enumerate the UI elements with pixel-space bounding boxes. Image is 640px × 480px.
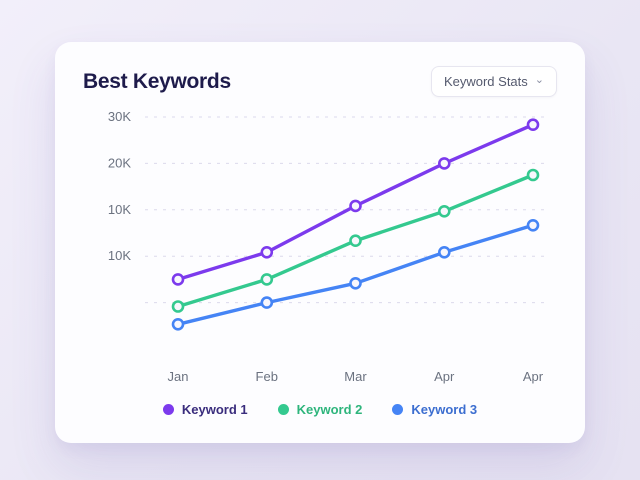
legend-dot-icon	[277, 404, 289, 415]
x-axis-tick-label: Jan	[168, 369, 189, 384]
y-axis-tick-label: 10K	[108, 248, 131, 263]
x-axis-tick-label: Feb	[256, 369, 278, 384]
y-axis-tick-label: 20K	[108, 155, 131, 170]
data-point-marker	[437, 157, 451, 170]
card-header: Best Keywords Keyword Stats ⌄	[83, 66, 557, 97]
data-point-marker	[349, 234, 362, 247]
legend-item: Keyword 2	[277, 402, 363, 417]
legend-item: Keyword 3	[392, 402, 477, 417]
data-point-marker	[526, 219, 540, 232]
x-axis-tick-label: Mar	[344, 369, 367, 384]
page-title: Best Keywords	[83, 69, 231, 93]
data-point-marker	[349, 199, 362, 213]
legend-label: Keyword 1	[181, 402, 248, 417]
data-point-marker	[437, 246, 451, 259]
data-point-marker	[526, 168, 540, 182]
data-point-marker	[171, 318, 185, 331]
x-axis-tick-label: Apr	[434, 369, 455, 384]
data-point-marker	[437, 205, 451, 218]
legend-label: Keyword 3	[411, 402, 478, 417]
legend-dot-icon	[162, 404, 174, 415]
data-point-marker	[260, 246, 274, 259]
keywords-card: Best Keywords Keyword Stats ⌄ 30K 20K 10K 1…	[55, 42, 585, 443]
line-chart-canvas: 30K 20K 10K 10K Jan Feb Mar Apr Apr	[108, 109, 548, 384]
data-point-marker	[526, 118, 540, 132]
y-axis-tick-label: 10K	[108, 202, 131, 217]
legend-dot-icon	[392, 404, 404, 415]
legend-item: Keyword 1	[162, 402, 248, 417]
x-axis-tick-label: Apr	[523, 369, 544, 384]
legend-label: Keyword 2	[296, 402, 363, 417]
data-point-marker	[349, 277, 362, 290]
y-axis-tick-label: 30K	[108, 109, 131, 124]
line-chart: 30K 20K 10K 10K Jan Feb Mar Apr Apr	[83, 103, 557, 398]
data-point-marker	[260, 273, 274, 286]
keyword-stats-dropdown[interactable]: Keyword Stats ⌄	[430, 66, 557, 97]
data-point-marker	[260, 296, 274, 309]
dropdown-label: Keyword Stats	[443, 74, 528, 89]
chart-legend: Keyword 1 Keyword 2 Keyword 3	[83, 398, 557, 427]
chevron-down-icon: ⌄	[534, 74, 544, 86]
data-point-marker	[171, 300, 185, 313]
data-point-marker	[171, 273, 185, 286]
